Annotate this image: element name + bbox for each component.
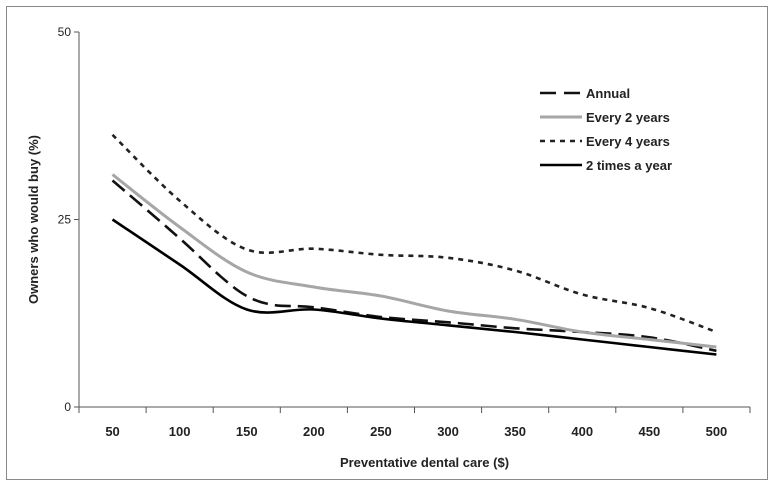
x-tick-label: 400 bbox=[571, 424, 593, 439]
x-tick-label: 250 bbox=[370, 424, 392, 439]
series-layer bbox=[111, 133, 717, 356]
x-tick-label: 500 bbox=[706, 424, 728, 439]
series-line-every-2-years bbox=[111, 173, 717, 349]
series-line-annual bbox=[111, 179, 717, 353]
x-axis-title: Preventative dental care ($) bbox=[340, 455, 509, 470]
x-tick-label: 100 bbox=[169, 424, 191, 439]
legend-label: Annual bbox=[586, 86, 630, 101]
y-axis-title: Owners who would buy (%) bbox=[26, 135, 41, 304]
x-tick-label: 300 bbox=[437, 424, 459, 439]
legend-label: Every 2 years bbox=[586, 110, 670, 125]
x-tick-label: 150 bbox=[236, 424, 258, 439]
y-tick-label: 25 bbox=[58, 213, 72, 227]
legend: Annual Every 2 years Every 4 years 2 times … bbox=[540, 86, 672, 173]
y-tick-label: 0 bbox=[64, 400, 71, 414]
axes: 0 25 50 50 100 150 200 250 300 350 400 450 500 bbox=[58, 25, 751, 439]
legend-label: 2 times a year bbox=[586, 158, 672, 173]
series-line-2-times-a-year bbox=[111, 218, 717, 356]
legend-label: Every 4 years bbox=[586, 134, 670, 149]
y-tick-label: 50 bbox=[58, 25, 72, 39]
x-tick-label: 350 bbox=[504, 424, 526, 439]
x-tick-label: 200 bbox=[303, 424, 325, 439]
x-tick-label: 50 bbox=[105, 424, 119, 439]
chart-frame bbox=[6, 6, 768, 480]
series-line-every-4-years bbox=[111, 133, 717, 334]
x-tick-label: 450 bbox=[638, 424, 660, 439]
